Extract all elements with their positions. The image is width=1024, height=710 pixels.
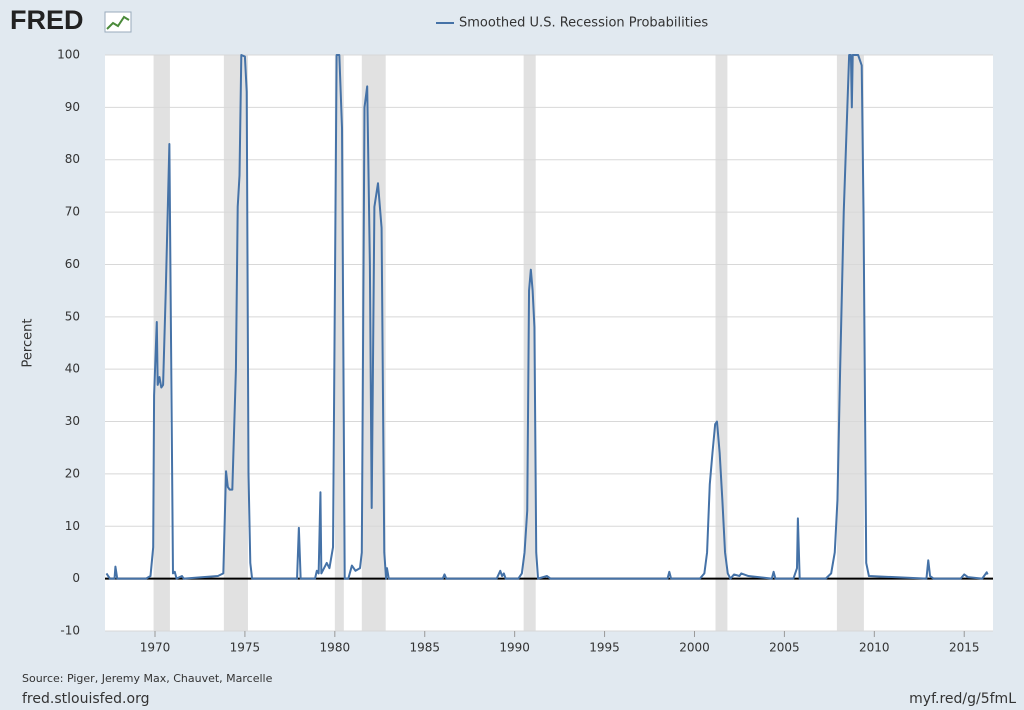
short-url: myf.red/g/5fmL (909, 691, 1016, 707)
recession-band (334, 55, 344, 631)
x-tick-label: 2015 (949, 641, 980, 655)
recession-band (153, 55, 170, 631)
y-axis-label: Percent (21, 319, 36, 368)
y-tick-label: 90 (65, 100, 80, 114)
x-tick-label: 1995 (589, 641, 620, 655)
x-tick-label: 1975 (230, 641, 261, 655)
legend-label: Smoothed U.S. Recession Probabilities (459, 16, 708, 31)
y-tick-label: 10 (65, 519, 80, 533)
y-tick-label: 100 (57, 48, 80, 62)
logo-icon (104, 11, 132, 33)
x-tick-label: 1970 (140, 641, 171, 655)
y-tick-label: 50 (65, 309, 80, 323)
y-tick-label: 40 (65, 362, 80, 376)
y-tick-label: -10 (60, 624, 80, 638)
x-tick-label: 2010 (859, 641, 890, 655)
y-tick-label: 0 (72, 571, 80, 585)
x-tick-label: 1980 (320, 641, 351, 655)
y-tick-label: 20 (65, 466, 80, 480)
x-tick-label: 1990 (499, 641, 530, 655)
x-tick-label: 2005 (769, 641, 800, 655)
y-tick-label: 80 (65, 152, 80, 166)
x-tick-label: 1985 (409, 641, 440, 655)
x-tick-label: 2000 (679, 641, 710, 655)
y-tick-label: 60 (65, 257, 80, 271)
site: fred.stlouisfed.org (22, 691, 149, 707)
logo: FRED (10, 5, 84, 35)
marks: -10 0 10 20 30 40 50 60 70 80 90 100 1970 1975 1980 198… (57, 48, 993, 655)
y-tick-label: 70 (65, 205, 80, 219)
source: Source: Piger, Jeremy Max, Chauvet, Marc… (22, 672, 273, 685)
y-tick-label: 30 (65, 414, 80, 428)
data-line (105, 54, 989, 580)
recession-band (715, 55, 728, 631)
